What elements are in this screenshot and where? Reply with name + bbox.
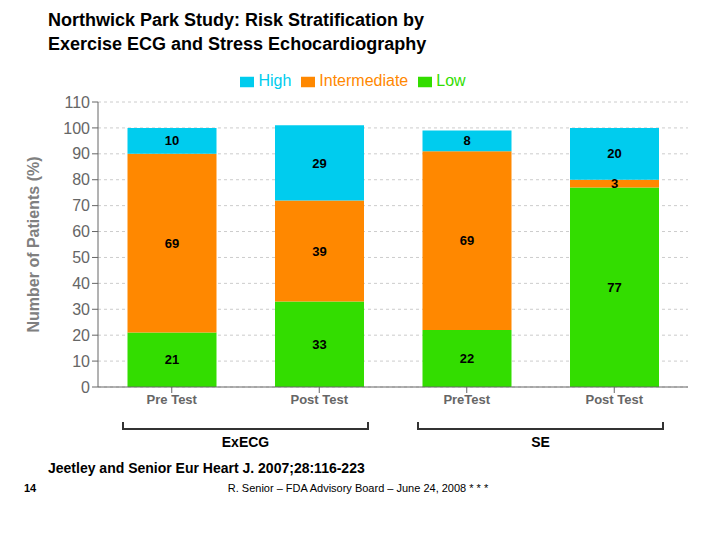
svg-text:0: 0 bbox=[81, 379, 90, 396]
html-text:SE: SE bbox=[531, 434, 550, 450]
svg-text:8: 8 bbox=[463, 133, 470, 148]
html-text:ExECG: ExECG bbox=[221, 434, 270, 450]
svg-text:Pre Test: Pre Test bbox=[147, 392, 198, 407]
html-text:High: High bbox=[258, 72, 292, 89]
svg-text:110: 110 bbox=[64, 94, 90, 111]
html-text:14: 14 bbox=[24, 482, 37, 494]
svg-text:69: 69 bbox=[165, 236, 179, 251]
svg-text:PreTest: PreTest bbox=[443, 392, 490, 407]
html-text:Low: Low bbox=[436, 72, 466, 89]
svg-text:Number of Patients (%): Number of Patients (%) bbox=[25, 156, 42, 332]
html-text:Northwick Park Study: Risk Str: Northwick Park Study: Risk Stratificatio… bbox=[48, 10, 425, 30]
html-text:Intermediate: Intermediate bbox=[319, 72, 409, 89]
svg-text:90: 90 bbox=[72, 145, 90, 162]
svg-text:60: 60 bbox=[72, 223, 90, 240]
svg-text:39: 39 bbox=[312, 244, 326, 259]
svg-text:20: 20 bbox=[72, 327, 90, 344]
svg-text:10: 10 bbox=[72, 353, 90, 370]
svg-text:77: 77 bbox=[607, 280, 621, 295]
svg-text:100: 100 bbox=[63, 120, 90, 137]
html-text:Exercise ECG and Stress Echoca: Exercise ECG and Stress Echocardiography bbox=[48, 34, 427, 54]
svg-text:30: 30 bbox=[72, 301, 90, 318]
svg-text:70: 70 bbox=[72, 197, 90, 214]
svg-text:20: 20 bbox=[607, 146, 621, 161]
svg-text:40: 40 bbox=[72, 275, 90, 292]
svg-text:22: 22 bbox=[460, 351, 474, 366]
svg-text:80: 80 bbox=[72, 171, 90, 188]
html-text:R. Senior – FDA Advisory Board: R. Senior – FDA Advisory Board – June 24… bbox=[227, 482, 489, 494]
svg-text:3: 3 bbox=[611, 176, 618, 191]
svg-text:Post Test: Post Test bbox=[290, 392, 348, 407]
svg-text:10: 10 bbox=[165, 133, 179, 148]
html-text:Jeetley and Senior Eur Heart J: Jeetley and Senior Eur Heart J. 2007;28:… bbox=[48, 460, 365, 476]
svg-text:33: 33 bbox=[312, 337, 326, 352]
svg-text:Post Test: Post Test bbox=[585, 392, 643, 407]
svg-text:69: 69 bbox=[460, 233, 474, 248]
svg-text:21: 21 bbox=[165, 352, 179, 367]
svg-text:50: 50 bbox=[72, 249, 90, 266]
svg-text:29: 29 bbox=[312, 156, 326, 171]
